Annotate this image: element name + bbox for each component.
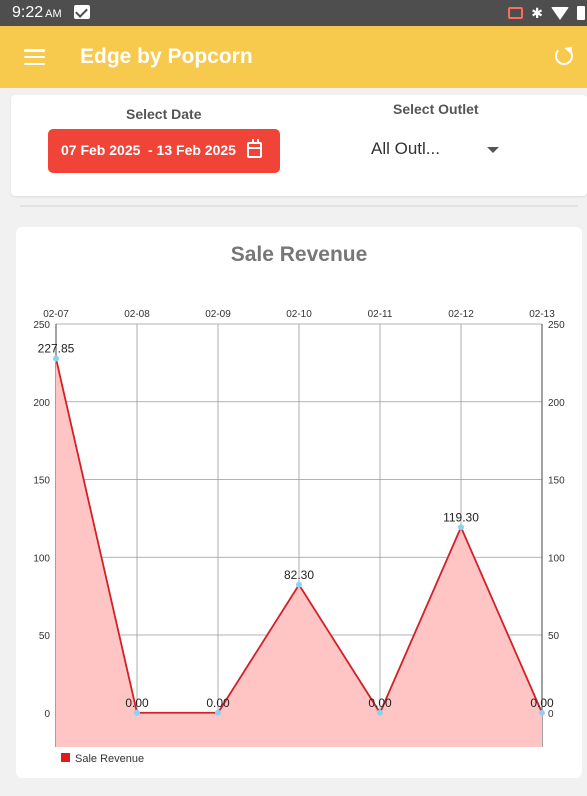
app-bar: Edge by Popcorn: [0, 26, 587, 88]
y-tick-label-right: 250: [548, 320, 565, 331]
y-tick-label-right: 200: [548, 398, 565, 409]
data-label: 0.00: [530, 696, 554, 710]
sale-revenue-chart: Sale Revenue 0 0 50 50 100 100 150 150 200 200 250 2…: [33, 243, 565, 765]
data-point: [296, 581, 302, 588]
legend-label: Sale Revenue: [75, 753, 144, 765]
app-title: Edge by Popcorn: [80, 45, 253, 68]
legend-swatch: [61, 753, 70, 762]
data-point: [53, 355, 59, 362]
data-point: [215, 709, 221, 716]
series-area-fill: [56, 358, 542, 747]
date-to: - 13 Feb 2025: [148, 142, 236, 158]
y-tick-label-right: 50: [548, 631, 560, 642]
outlet-selected-value: All Outl...: [371, 139, 440, 158]
y-tick-label-right: 100: [548, 553, 565, 564]
outlet-label: Select Outlet: [393, 101, 479, 117]
y-tick-label-left: 200: [33, 398, 50, 409]
x-tick-label: 02-09: [205, 309, 231, 320]
y-tick-label-left: 150: [33, 476, 50, 487]
data-point: [458, 524, 464, 531]
data-point: [134, 709, 140, 716]
data-label: 0.00: [206, 696, 230, 710]
x-tick-label: 02-11: [368, 309, 393, 320]
date-range-button[interactable]: 07 Feb 2025 - 13 Feb 2025: [48, 129, 280, 173]
outlet-dropdown[interactable]: All Outl...: [371, 139, 501, 161]
data-point: [377, 709, 383, 716]
filter-card: Select Date 07 Feb 2025 - 13 Feb 2025 Se…: [11, 95, 587, 196]
data-label: 227.85: [38, 341, 75, 355]
y-tick-label-left: 50: [39, 631, 51, 642]
status-bar: 9:22 AM ✱: [0, 0, 587, 26]
x-tick-label: 02-10: [286, 309, 312, 320]
dropdown-arrow-icon: [487, 147, 499, 153]
date-from: 07 Feb 2025: [61, 142, 141, 158]
battery-icon: [577, 6, 585, 20]
y-tick-label-left: 250: [33, 320, 50, 331]
bluetooth-icon: ✱: [531, 4, 543, 21]
refresh-icon[interactable]: [555, 47, 573, 65]
y-tick-label-left: 0: [44, 709, 50, 720]
status-time: 9:22 AM: [12, 4, 62, 21]
data-label: 82.30: [284, 568, 314, 582]
data-label: 0.00: [368, 696, 392, 710]
y-tick-label-left: 100: [33, 553, 50, 564]
y-tick-label-right: 150: [548, 476, 565, 487]
chart-title: Sale Revenue: [231, 243, 368, 266]
hamburger-menu-icon[interactable]: [24, 49, 45, 66]
x-tick-label: 02-07: [43, 309, 69, 320]
x-tick-label: 02-13: [529, 309, 555, 320]
x-tick-label: 02-12: [448, 309, 474, 320]
wifi-icon: [551, 6, 569, 20]
checkmark-notification-icon: [74, 5, 90, 19]
y-tick-label-right: 0: [548, 709, 554, 720]
calendar-icon: [247, 139, 262, 158]
date-label: Select Date: [126, 106, 202, 122]
data-label: 0.00: [125, 696, 149, 710]
data-label: 119.30: [443, 510, 479, 524]
chart-card: Sale Revenue 0 0 50 50 100 100 150 150 200 200 250 2…: [16, 227, 582, 778]
data-point: [539, 709, 545, 716]
divider: [20, 205, 578, 207]
x-tick-label: 02-08: [124, 309, 150, 320]
cast-icon: [508, 7, 524, 19]
